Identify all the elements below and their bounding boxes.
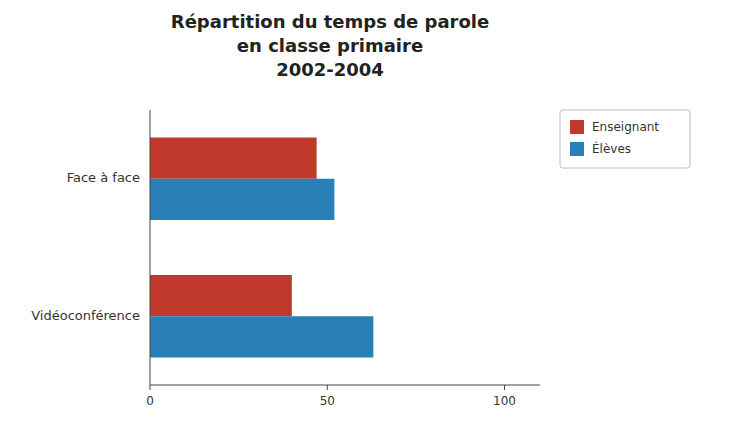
legend-label: Enseignant: [592, 120, 659, 134]
x-tick: [150, 385, 151, 390]
legend-box: [560, 110, 690, 168]
y-axis-line: [150, 110, 151, 385]
category-label: Vidéoconférence: [31, 308, 140, 323]
bar: [150, 275, 292, 316]
x-tick-label: 100: [493, 394, 516, 408]
x-axis-line: [150, 385, 540, 386]
chart: Répartition du temps de paroleen classe …: [0, 0, 745, 428]
chart-container: Répartition du temps de paroleen classe …: [0, 0, 745, 428]
x-tick: [504, 385, 505, 390]
x-tick-label: 0: [146, 394, 154, 408]
bar: [150, 179, 334, 220]
x-tick: [327, 385, 328, 390]
title: Répartition du temps de paroleen classe …: [171, 11, 489, 80]
legend-label: Élèves: [592, 141, 631, 156]
x-tick-label: 50: [320, 394, 335, 408]
legend-swatch: [570, 142, 584, 156]
legend-swatch: [570, 120, 584, 134]
legend: Enseignant Élèves: [560, 110, 690, 168]
bar: [150, 316, 373, 357]
bar: [150, 138, 317, 179]
category-label: Face à face: [67, 170, 140, 185]
bars: [150, 138, 373, 358]
